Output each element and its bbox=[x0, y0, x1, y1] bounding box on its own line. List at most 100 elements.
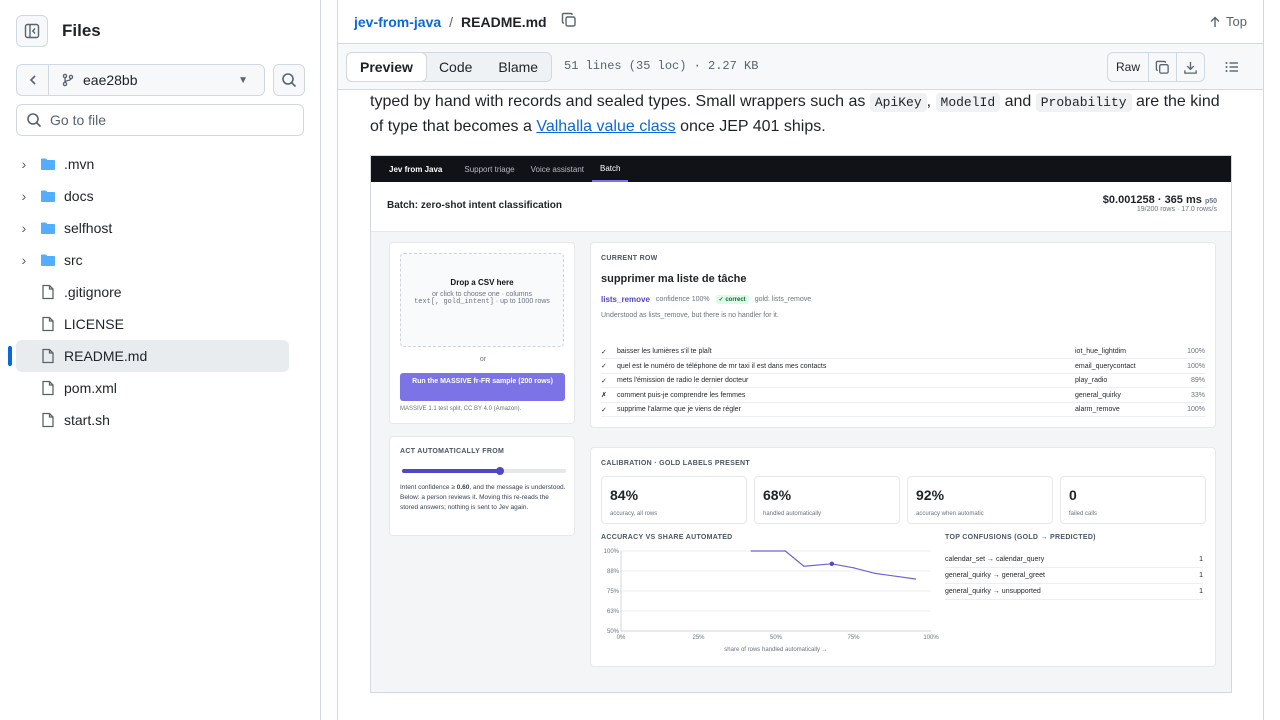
tab-blame[interactable]: Blame bbox=[498, 59, 539, 75]
chevron-right-icon[interactable]: › bbox=[21, 252, 27, 268]
threshold-card: ACT AUTOMATICALLY FROM Intent confidence… bbox=[389, 436, 575, 536]
top-link[interactable]: Top bbox=[1209, 14, 1247, 29]
stat-tile: 92% accuracy when automatic bbox=[907, 476, 1053, 524]
search-button[interactable] bbox=[273, 64, 305, 96]
gold-label: gold: lists_remove bbox=[754, 296, 812, 303]
tree-folder-src[interactable]: › src bbox=[0, 244, 321, 276]
sidebar-title: Files bbox=[62, 21, 101, 40]
row-intent: general_quirky bbox=[1075, 391, 1121, 399]
tree-folder-docs[interactable]: › docs bbox=[0, 180, 321, 212]
text: typed by hand with records and sealed ty… bbox=[370, 93, 870, 110]
chart-point bbox=[874, 572, 876, 574]
stat-tile: 84% accuracy, all rows bbox=[601, 476, 747, 524]
confusion-pair: calendar_set → calendar_query bbox=[945, 556, 1045, 563]
upload-card: Drop a CSV here or click to choose one ·… bbox=[389, 242, 575, 424]
screenshot-title: Batch: zero-shot intent classification bbox=[387, 200, 563, 211]
download-button[interactable] bbox=[1176, 53, 1204, 81]
chart-point bbox=[803, 565, 805, 567]
tree-folder-mvn[interactable]: › .mvn bbox=[0, 148, 321, 180]
threshold-slider-track bbox=[402, 467, 566, 475]
copy-path-button[interactable] bbox=[561, 12, 577, 31]
tree-item-label: selfhost bbox=[64, 220, 113, 236]
file-icon bbox=[40, 316, 56, 335]
tree-folder-selfhost[interactable]: › selfhost bbox=[0, 212, 321, 244]
confusion-pair: general_quirky → unsupported bbox=[945, 588, 1041, 595]
raw-actions-group: Raw bbox=[1107, 52, 1205, 82]
stat-value: 84% bbox=[610, 487, 639, 503]
threshold-note-text: , and the message is understood. Below: … bbox=[400, 484, 566, 511]
folder-icon bbox=[40, 252, 56, 271]
confusion-count: 1 bbox=[1199, 556, 1203, 563]
threshold-slider-thumb bbox=[496, 467, 505, 475]
branch-label: eae28bb bbox=[83, 72, 138, 88]
valhalla-link[interactable]: Valhalla value class bbox=[536, 118, 676, 135]
confusion-row: general_quirky → general_greet 1 bbox=[945, 568, 1203, 584]
chevron-right-icon[interactable]: › bbox=[21, 156, 27, 172]
file-tree-sidebar: Files eae28bb ▼ Go to file › .mvn › docs › se… bbox=[0, 0, 321, 720]
stat-tile: 0 failed calls bbox=[1060, 476, 1206, 524]
rows-info: 19/200 rows · 17.0 rows/s bbox=[1136, 206, 1217, 213]
confusion-row: general_quirky → unsupported 1 bbox=[945, 584, 1203, 600]
threshold-value: 0.60 bbox=[456, 484, 470, 491]
text: and bbox=[1000, 93, 1036, 110]
confusion-pair: general_quirky → general_greet bbox=[945, 572, 1046, 579]
current-confidence: confidence 100% bbox=[655, 296, 710, 303]
stat-caption: handled automatically bbox=[763, 511, 822, 517]
stat-tile: 68% handled automatically bbox=[754, 476, 900, 524]
stat-caption: accuracy, all rows bbox=[610, 511, 658, 517]
go-to-file-input[interactable]: Go to file bbox=[16, 104, 304, 136]
branch-name[interactable]: eae28bb bbox=[49, 72, 238, 88]
threshold-slider-fill bbox=[402, 469, 501, 473]
file-icon bbox=[40, 284, 56, 303]
chart-x-tick: 0% bbox=[617, 635, 626, 641]
dataset-note: MASSIVE 1.1 test split, CC BY 4.0 (Amazo… bbox=[400, 406, 522, 412]
chart-x-tick: 50% bbox=[770, 635, 783, 641]
tab-preview[interactable]: Preview bbox=[346, 52, 427, 82]
result-row: ✓ quel est le numéro de téléphone de mr t… bbox=[601, 360, 1205, 374]
row-text: mets l'émission de radio le dernier doct… bbox=[617, 377, 749, 384]
chart-point bbox=[750, 550, 752, 552]
row-confidence: 100% bbox=[1187, 348, 1205, 355]
tab-code[interactable]: Code bbox=[438, 59, 473, 75]
drop-limit: · up to 1000 rows bbox=[495, 298, 550, 305]
row-text: comment puis-je comprendre les femmes bbox=[617, 391, 746, 399]
chevron-right-icon[interactable]: › bbox=[21, 188, 27, 204]
threshold-note-text: Intent confidence ≥ bbox=[400, 484, 457, 491]
toolbar-actions: Raw bbox=[1107, 52, 1247, 82]
drop-columns: text[, gold_intent] bbox=[414, 298, 494, 306]
chart-point bbox=[852, 567, 855, 569]
tree-file-license[interactable]: LICENSE bbox=[0, 308, 321, 340]
sidebar-header: Files bbox=[16, 15, 101, 47]
chevron-left-icon bbox=[29, 75, 36, 85]
screenshot-nav-item-active: Batch bbox=[592, 156, 629, 182]
breadcrumb-repo-link[interactable]: jev-from-java bbox=[354, 13, 442, 30]
chart-x-tick: 100% bbox=[923, 635, 939, 641]
chevron-right-icon[interactable]: › bbox=[21, 220, 27, 236]
branch-selector[interactable]: eae28bb ▼ bbox=[16, 64, 265, 96]
copy-raw-button[interactable] bbox=[1148, 53, 1176, 81]
drop-subtitle: or click to choose one · columns bbox=[432, 291, 532, 298]
breadcrumb: jev-from-java / README.md Top bbox=[338, 0, 1263, 44]
tree-file-start-sh[interactable]: start.sh bbox=[0, 404, 321, 436]
file-info: 51 lines (35 loc) · 2.27 KB bbox=[564, 59, 759, 73]
copy-icon bbox=[561, 12, 576, 27]
file-icon bbox=[40, 412, 56, 431]
tree-file-readme-md[interactable]: README.md bbox=[8, 340, 289, 372]
chart-title: ACCURACY VS SHARE AUTOMATED bbox=[601, 534, 733, 541]
tree-item-label: .gitignore bbox=[64, 284, 122, 300]
outline-button[interactable] bbox=[1217, 52, 1247, 82]
screenshot-nav-item: Support triage bbox=[464, 164, 515, 174]
row-mark: ✓ bbox=[601, 406, 607, 414]
chart-x-tick: 25% bbox=[692, 635, 705, 641]
raw-button[interactable]: Raw bbox=[1115, 60, 1140, 74]
confusion-row: calendar_set → calendar_query 1 bbox=[945, 552, 1203, 568]
current-row-label: CURRENT ROW bbox=[601, 255, 658, 262]
stat-value: 68% bbox=[763, 487, 792, 503]
collapse-sidebar-button[interactable] bbox=[16, 15, 48, 47]
branch-back-button[interactable] bbox=[17, 65, 49, 95]
screenshot-metrics: $0.001258 · 365 ms p50 19/200 rows · 17.… bbox=[1102, 194, 1217, 213]
tree-file-gitignore[interactable]: .gitignore bbox=[0, 276, 321, 308]
tree-item-label: pom.xml bbox=[64, 380, 117, 396]
tree-file-pom-xml[interactable]: pom.xml bbox=[0, 372, 321, 404]
file-icon bbox=[40, 348, 56, 367]
